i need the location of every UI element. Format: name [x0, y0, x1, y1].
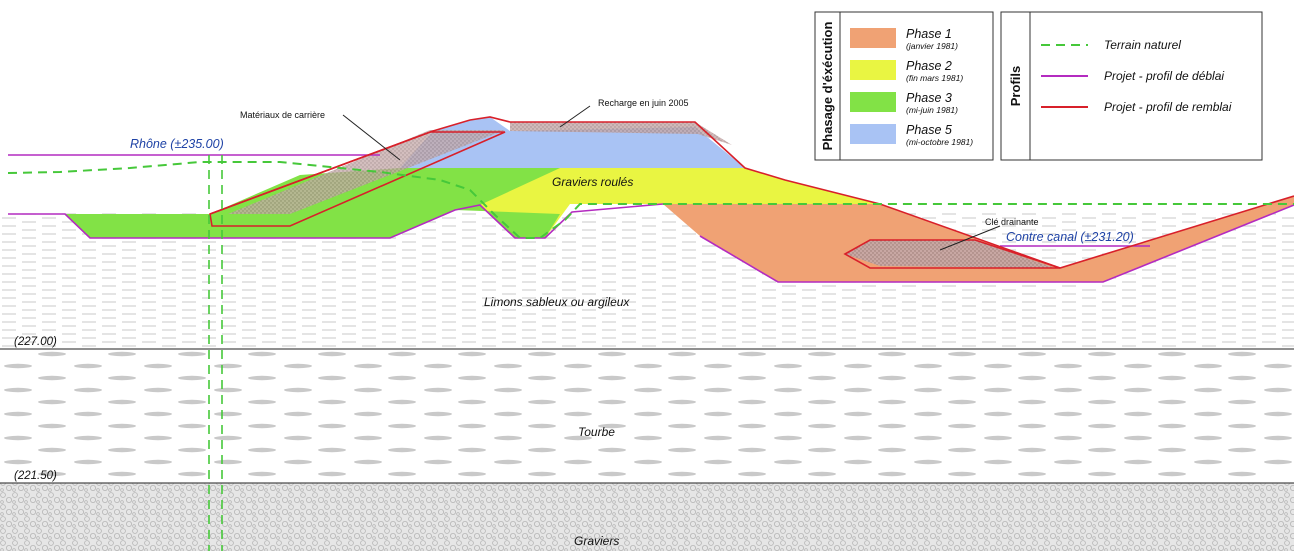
label-recharge: Recharge en juin 2005 [598, 98, 689, 108]
legend-phases-title: Phasage d'éxécution [820, 22, 835, 151]
drainage-key-band [845, 240, 1055, 268]
legend-profile-label-1: Terrain naturel [1104, 38, 1181, 52]
legend-phase-date-4: (mi-octobre 1981) [906, 137, 973, 147]
legend-profile-label-3: Projet - profil de remblai [1104, 100, 1232, 114]
label-materiaux: Matériaux de carrière [240, 110, 325, 120]
label-rhone: Rhône (±235.00) [130, 137, 224, 151]
legend-phase-swatch-2 [850, 60, 896, 80]
drainage-key-outline [843, 239, 1061, 269]
leader-cle [939, 225, 1001, 251]
elevation-227: (227.00) [14, 336, 57, 348]
legend-profiles: Profils Terrain naturel Projet - profil d… [1000, 11, 1263, 161]
tourbe-layer [0, 349, 1294, 483]
legend-phase-swatch-4 [850, 124, 896, 144]
leader-materiaux [342, 114, 401, 161]
label-cle: Clé drainante [985, 217, 1039, 227]
graviers-layer [0, 483, 1294, 551]
legend-phase-swatch-3 [850, 92, 896, 112]
legend-phase-date-1: (janvier 1981) [906, 41, 958, 51]
quarry-band-outline [209, 131, 506, 227]
label-contre-canal: Contre canal (±231.20) [1006, 230, 1134, 244]
profile-deblai-line-right [699, 204, 1294, 283]
quarry-materials-band [228, 130, 505, 214]
label-graviers: Graviers [574, 534, 619, 548]
profile-remblai-line [209, 116, 1294, 269]
legend-profiles-title: Profils [1008, 66, 1023, 106]
legend-profile-label-2: Projet - profil de déblai [1104, 69, 1224, 83]
label-limons: Limons sableux ou argileux [484, 295, 630, 309]
legend-phase-swatch-1 [850, 28, 896, 48]
legend-phase-name-4: Phase 5 [906, 123, 952, 137]
legend-phase-date-2: (fin mars 1981) [906, 73, 963, 83]
elevation-221: (221.50) [14, 470, 57, 482]
recharge-band [510, 122, 732, 145]
label-graviers-roules: Graviers roulés [552, 175, 633, 189]
leader-recharge [559, 105, 591, 128]
legend-phases: Phasage d'éxécution Phase 1(janvier 1981… [814, 11, 994, 161]
legend-phase-date-3: (mi-juin 1981) [906, 105, 958, 115]
phase1-fill [663, 196, 1294, 282]
label-tourbe: Tourbe [578, 425, 615, 439]
legend-phase-name-2: Phase 2 [906, 59, 952, 73]
legend-phase-name-1: Phase 1 [906, 27, 952, 41]
legend-phase-name-3: Phase 3 [906, 91, 952, 105]
